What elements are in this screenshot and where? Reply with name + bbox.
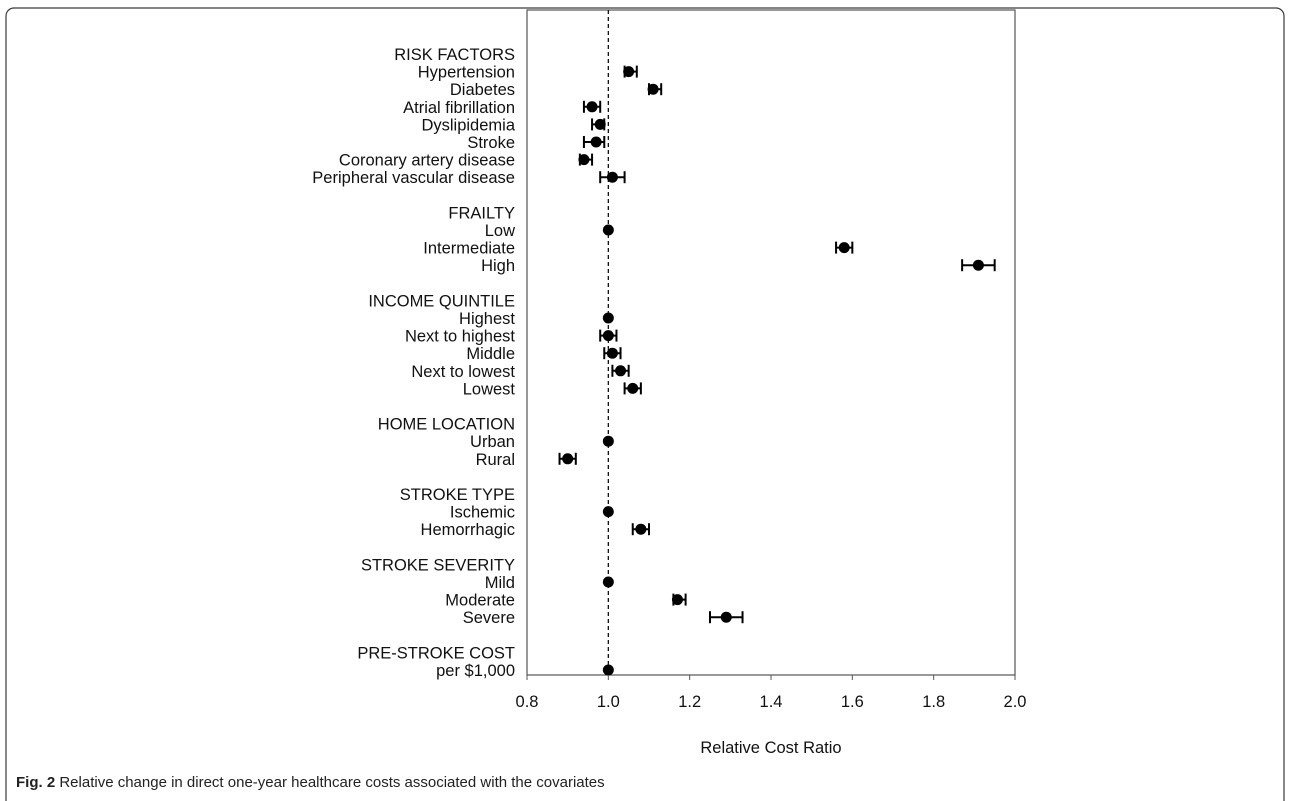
- category-label: Middle: [466, 345, 515, 363]
- data-point: [602, 506, 614, 518]
- category-label: Dyslipidemia: [421, 116, 515, 134]
- category-label: Diabetes: [450, 81, 515, 99]
- category-label: Lowest: [463, 380, 516, 398]
- data-point: [615, 365, 627, 377]
- x-axis-title: Relative Cost Ratio: [700, 739, 841, 757]
- x-tick-label: 2.0: [1004, 693, 1027, 711]
- data-point: [671, 594, 683, 606]
- category-label: Coronary artery disease: [339, 152, 515, 170]
- category-label: Atrial fibrillation: [403, 99, 515, 117]
- category-label: Rural: [476, 451, 515, 469]
- group-header: PRE-STROKE COST: [357, 644, 515, 662]
- category-label: Mild: [485, 574, 515, 592]
- data-point: [602, 312, 614, 324]
- group-header: HOME LOCATION: [378, 416, 515, 434]
- x-tick-label: 1.2: [678, 693, 701, 711]
- data-point: [578, 154, 590, 166]
- category-label: High: [481, 257, 515, 275]
- data-point: [647, 83, 659, 95]
- figure-caption: Fig. 2 Relative change in direct one-yea…: [16, 774, 605, 791]
- category-label: Severe: [463, 609, 515, 627]
- x-tick-label: 1.6: [841, 693, 864, 711]
- data-point: [602, 576, 614, 588]
- figure-caption-text: Relative change in direct one-year healt…: [59, 774, 605, 791]
- group-header: INCOME QUINTILE: [368, 292, 515, 310]
- category-label: Hypertension: [418, 64, 515, 82]
- x-tick-label: 1.0: [597, 693, 620, 711]
- category-label: Urban: [470, 433, 515, 451]
- x-tick-label: 1.8: [922, 693, 945, 711]
- category-label: Ischemic: [450, 504, 515, 522]
- data-point: [606, 347, 618, 359]
- data-point: [627, 382, 639, 394]
- data-point: [972, 259, 984, 271]
- data-point: [590, 136, 602, 148]
- category-label: Peripheral vascular disease: [312, 169, 515, 187]
- data-point: [562, 453, 574, 465]
- category-label: Stroke: [467, 134, 515, 152]
- data-point: [606, 171, 618, 183]
- category-label: Intermediate: [423, 240, 515, 258]
- group-header: RISK FACTORS: [394, 46, 515, 64]
- group-header: FRAILTY: [448, 204, 515, 222]
- data-point: [602, 664, 614, 676]
- category-label: Hemorrhagic: [421, 521, 515, 539]
- category-label: per $1,000: [436, 662, 515, 680]
- data-point: [635, 523, 647, 535]
- category-label: Highest: [459, 310, 515, 328]
- figure-caption-label: Fig. 2: [16, 774, 56, 791]
- category-label: Moderate: [445, 592, 515, 610]
- data-point: [586, 101, 598, 113]
- group-header: STROKE TYPE: [400, 486, 515, 504]
- data-point: [623, 66, 635, 78]
- x-tick-label: 0.8: [516, 693, 539, 711]
- category-label: Low: [485, 222, 515, 240]
- group-header: STROKE SEVERITY: [361, 556, 515, 574]
- data-point: [602, 330, 614, 342]
- data-point: [602, 224, 614, 236]
- data-point: [720, 611, 732, 623]
- category-label: Next to highest: [405, 328, 515, 346]
- x-tick-label: 1.4: [760, 693, 783, 711]
- data-point: [594, 118, 606, 130]
- data-point: [602, 435, 614, 447]
- category-label: Next to lowest: [411, 363, 515, 381]
- data-point: [838, 242, 850, 254]
